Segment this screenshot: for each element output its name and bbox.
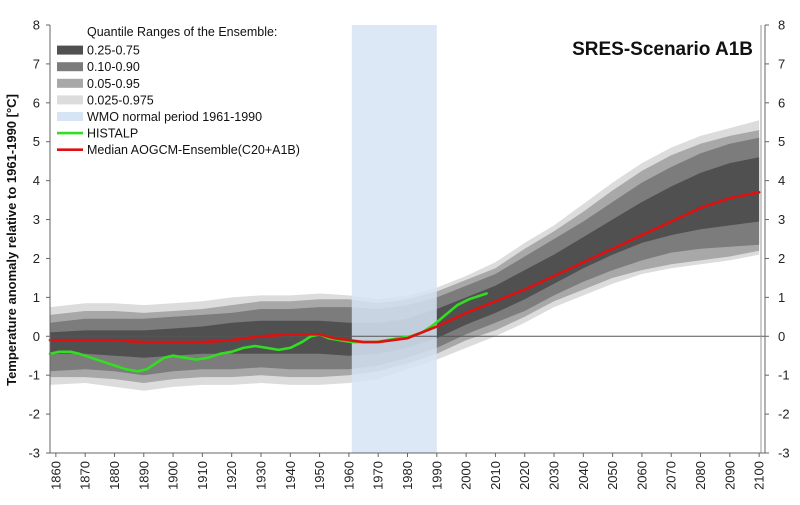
x-tick-label: 1990 [429, 461, 444, 490]
legend-item-label: 0.10-0.90 [87, 60, 140, 74]
x-tick-label: 1900 [166, 461, 181, 490]
y-tick-label-left: 6 [33, 95, 40, 110]
x-tick-label: 1950 [312, 461, 327, 490]
y-tick-label-left: -3 [28, 446, 40, 461]
legend-item-label: HISTALP [87, 127, 138, 141]
x-tick-label: 1930 [253, 461, 268, 490]
x-tick-label: 2080 [693, 461, 708, 490]
y-tick-label-right: 6 [778, 95, 785, 110]
x-tick-label: 2060 [634, 461, 649, 490]
x-tick-label: 2070 [664, 461, 679, 490]
x-tick-label: 1940 [283, 461, 298, 490]
legend-item-label: 0.25-0.75 [87, 44, 140, 58]
y-tick-label-left: 1 [33, 290, 40, 305]
x-tick-label: 2100 [752, 461, 767, 490]
legend-item-label: 0.05-0.95 [87, 77, 140, 91]
x-tick-label: 2050 [605, 461, 620, 490]
y-tick-label-left: 5 [33, 134, 40, 149]
x-tick-label: 1910 [195, 461, 210, 490]
x-tick-label: 1920 [224, 461, 239, 490]
x-tick-label: 2090 [722, 461, 737, 490]
y-tick-label-right: 3 [778, 212, 785, 227]
legend-swatch [57, 112, 83, 121]
x-tick-label: 2000 [459, 461, 474, 490]
x-tick-label: 2010 [488, 461, 503, 490]
x-tick-label: 2040 [576, 461, 591, 490]
legend-title: Quantile Ranges of the Ensemble: [87, 25, 277, 39]
y-tick-label-left: 7 [33, 56, 40, 71]
y-tick-label-right: 8 [778, 18, 785, 33]
x-tick-label: 1970 [371, 461, 386, 490]
y-tick-label-right: 2 [778, 251, 785, 266]
x-tick-label: 1870 [78, 461, 93, 490]
median-ensemble-line [48, 191, 761, 344]
x-tick-label: 1980 [400, 461, 415, 490]
legend-item-label: WMO normal period 1961-1990 [87, 110, 262, 124]
y-tick-label-right: 7 [778, 56, 785, 71]
legend: Quantile Ranges of the Ensemble: 0.25-0.7… [57, 25, 300, 157]
axes [46, 24, 769, 457]
legend-item-label: Median AOGCM-Ensemble(C20+A1B) [87, 143, 300, 157]
chart-title: SRES-Scenario A1B [572, 39, 753, 60]
y-tick-label-right: 4 [778, 173, 785, 188]
x-tick-label: 1890 [136, 461, 151, 490]
quantile-band-0-25-0-75 [50, 157, 760, 358]
y-tick-label-left: -2 [28, 407, 40, 422]
legend-swatch [57, 45, 83, 55]
x-tick-label: 1880 [107, 461, 122, 490]
y-tick-label-left: 3 [33, 212, 40, 227]
y-tick-label-right: -2 [778, 407, 790, 422]
y-tick-label-right: 1 [778, 290, 785, 305]
y-tick-label-left: -1 [28, 368, 40, 383]
y-axis-label: Temperature anomaly relative to 1961-199… [4, 94, 19, 386]
y-tick-label-left: 2 [33, 251, 40, 266]
y-tick-label-left: 4 [33, 173, 40, 188]
x-tick-label: 2020 [517, 461, 532, 490]
y-tick-label-right: 5 [778, 134, 785, 149]
legend-item-label: 0.025-0.975 [87, 93, 154, 107]
y-tick-label-right: -3 [778, 446, 790, 461]
quantile-band-0-10-0-90 [50, 137, 760, 376]
plot-area [48, 25, 765, 453]
y-tick-label-left: 0 [33, 329, 40, 344]
y-tick-label-right: -1 [778, 368, 790, 383]
y-tick-label-left: 8 [33, 18, 40, 33]
x-tick-label: 1960 [341, 461, 356, 490]
y-tick-label-right: 0 [778, 329, 785, 344]
x-tick-label: 2030 [547, 461, 562, 490]
legend-swatch [57, 95, 83, 105]
x-tick-label: 1860 [48, 461, 63, 490]
wmo-normal-period-band [351, 25, 437, 453]
legend-swatch [57, 62, 83, 72]
legend-swatch [57, 78, 83, 88]
tick-labels: -3 -3 -2 -2 -1 -1 0 0 1 1 2 2 3 3 4 4 5 5 6 6 7 7 8 8 1860 1870 18… [28, 18, 789, 490]
